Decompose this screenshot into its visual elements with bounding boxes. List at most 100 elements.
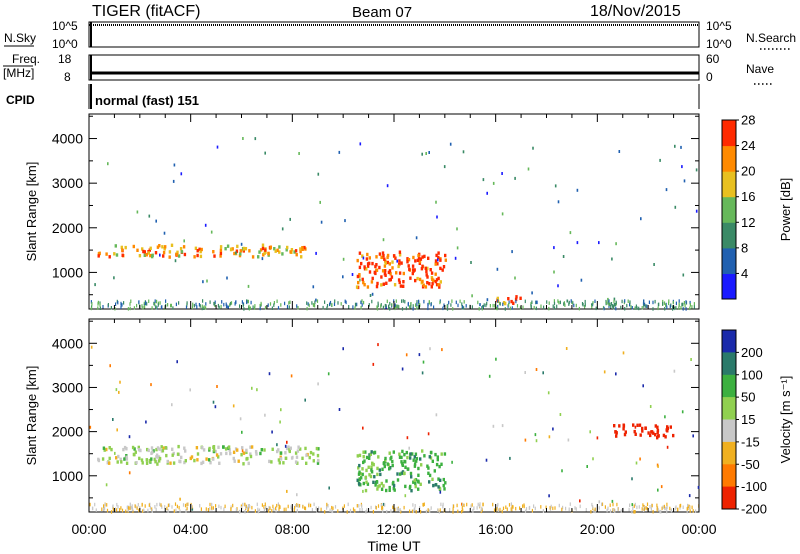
range-cell	[615, 372, 617, 376]
range-cell	[396, 478, 400, 482]
range-cell	[387, 270, 391, 275]
range-cell	[492, 502, 494, 507]
range-cell	[260, 301, 262, 306]
range-cell	[201, 446, 204, 450]
colorbar-segment	[722, 273, 736, 300]
range-cell	[578, 306, 580, 311]
range-cell	[562, 255, 565, 258]
range-cell	[622, 427, 625, 431]
range-cell	[393, 283, 397, 287]
range-cell	[399, 284, 403, 288]
range-cell	[175, 252, 179, 257]
range-cell	[457, 303, 459, 308]
time-tick-label: 20:00	[580, 521, 615, 537]
range-cell	[149, 246, 152, 250]
range-cell	[154, 505, 156, 509]
colorbar-tick-label: -50	[741, 457, 760, 472]
y-tick-label: 4000	[52, 335, 83, 351]
range-cell	[356, 454, 359, 458]
range-cell	[358, 482, 361, 486]
range-cell	[326, 304, 329, 308]
range-cell	[440, 452, 443, 456]
range-cell	[108, 461, 111, 465]
range-cell	[344, 219, 346, 223]
range-cell	[308, 455, 311, 460]
range-cell	[552, 304, 554, 308]
range-cell	[443, 452, 447, 456]
range-cell	[243, 307, 245, 311]
range-cell	[375, 263, 378, 267]
range-cell	[389, 307, 391, 311]
range-cell	[287, 445, 290, 449]
range-cell	[553, 246, 555, 250]
range-cell	[229, 247, 233, 252]
range-cell	[229, 303, 231, 307]
range-cell	[389, 272, 392, 276]
range-cell	[296, 508, 298, 513]
range-cell	[380, 283, 383, 287]
range-cell	[366, 482, 370, 486]
range-cell	[363, 265, 366, 269]
range-cell	[95, 508, 97, 512]
colorbar-tick-label: 50	[741, 390, 755, 405]
range-cell	[214, 405, 217, 409]
range-cell	[346, 510, 348, 514]
range-cell	[641, 426, 644, 431]
range-cell	[413, 507, 415, 512]
range-cell	[663, 301, 666, 305]
range-cell	[125, 509, 127, 513]
range-cell	[439, 478, 442, 482]
range-cell	[370, 280, 374, 284]
range-cell	[256, 502, 258, 507]
range-cell	[557, 200, 560, 204]
range-cell	[441, 268, 444, 272]
range-cell	[117, 505, 119, 509]
range-cell	[281, 252, 284, 256]
range-cell	[680, 503, 682, 508]
range-cell	[425, 273, 428, 277]
range-cell	[166, 506, 168, 511]
range-cell	[354, 509, 356, 513]
range-cell	[423, 299, 425, 304]
range-cell	[130, 505, 132, 510]
range-cell	[665, 188, 668, 192]
range-cell	[108, 446, 111, 450]
range-cell	[94, 283, 96, 287]
range-cell	[134, 450, 137, 454]
range-cell	[101, 457, 105, 461]
range-cell	[508, 303, 510, 307]
range-cell	[404, 299, 406, 304]
range-cell	[399, 508, 401, 512]
range-cell	[496, 507, 498, 511]
range-cell	[530, 302, 532, 306]
range-cell	[209, 507, 211, 511]
range-cell	[317, 447, 320, 451]
range-cell	[317, 172, 320, 176]
range-cell	[385, 281, 388, 285]
range-cell	[649, 505, 651, 509]
range-cell	[486, 298, 489, 302]
range-cell	[638, 423, 642, 427]
range-cell	[462, 150, 465, 154]
range-cell	[179, 459, 182, 464]
range-cell	[152, 449, 155, 453]
range-cell	[644, 302, 646, 307]
range-cell	[598, 506, 600, 510]
range-cell	[610, 305, 612, 309]
range-cell	[136, 248, 139, 252]
range-cell	[414, 452, 418, 456]
range-cell	[179, 509, 181, 513]
range-cell	[472, 508, 474, 513]
range-cell	[553, 306, 556, 310]
range-cell	[285, 248, 288, 252]
range-cell	[304, 398, 306, 402]
range-cell	[684, 304, 686, 308]
range-cell	[154, 460, 157, 464]
range-cell	[611, 499, 614, 503]
range-cell	[524, 438, 527, 442]
range-cell	[636, 423, 639, 427]
range-cell	[315, 251, 317, 255]
range-cell	[282, 461, 285, 465]
range-cell	[618, 424, 621, 428]
